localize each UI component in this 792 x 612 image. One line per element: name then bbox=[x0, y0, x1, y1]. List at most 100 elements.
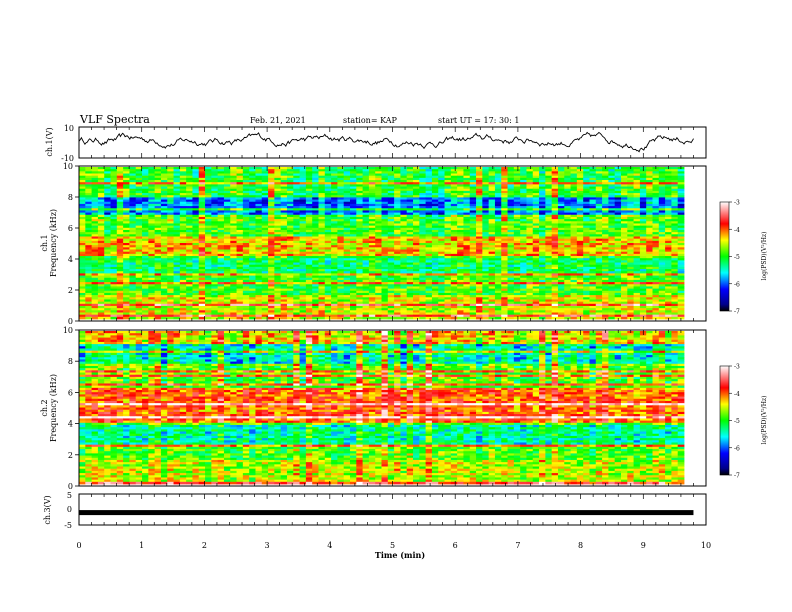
spectrogram-cell bbox=[249, 258, 256, 261]
spectrogram-cell bbox=[179, 201, 187, 205]
spectrogram-cell bbox=[413, 271, 420, 274]
spectrogram-cell bbox=[564, 243, 571, 246]
spectrogram-cell bbox=[589, 266, 597, 270]
spectrogram-cell bbox=[576, 251, 584, 255]
spectrogram-cell bbox=[438, 175, 445, 179]
spectrogram-cell bbox=[167, 256, 174, 259]
spectrogram-cell bbox=[557, 236, 565, 240]
spectrogram-cell bbox=[627, 236, 634, 240]
spectrogram-cell bbox=[255, 173, 263, 177]
spectrogram-cell bbox=[463, 208, 471, 211]
spectrogram-cell bbox=[305, 210, 313, 213]
spectrogram-cell bbox=[129, 197, 137, 200]
spectrogram-cell bbox=[318, 253, 326, 257]
spectrogram-cell bbox=[179, 258, 187, 261]
spectrogram-cell bbox=[545, 245, 553, 248]
spectrogram-cell bbox=[179, 190, 187, 194]
spectrogram-cell bbox=[356, 245, 363, 248]
spectrogram-cell bbox=[488, 262, 496, 266]
spectrogram-cell bbox=[375, 260, 382, 263]
spectrogram-cell bbox=[532, 197, 540, 200]
spectrogram-cell bbox=[614, 271, 622, 274]
spectrogram-cell bbox=[545, 260, 553, 263]
spectrogram-cell bbox=[463, 269, 471, 272]
spectrogram-cell bbox=[387, 203, 395, 207]
spectrogram-cell bbox=[602, 232, 609, 235]
spectrogram-cell bbox=[286, 273, 294, 276]
spectrogram-cell bbox=[142, 269, 149, 272]
spectrogram-cell bbox=[293, 260, 300, 263]
spectrogram-cell bbox=[312, 275, 319, 279]
spectrogram-cell bbox=[614, 236, 622, 240]
spectrogram-cell bbox=[627, 214, 634, 218]
spectrogram-cell bbox=[79, 212, 86, 216]
spectrogram-cell bbox=[331, 188, 338, 192]
spectrogram-cell bbox=[450, 219, 458, 222]
spectrogram-cell bbox=[142, 186, 149, 190]
spectrogram-cell bbox=[507, 243, 515, 246]
spectrogram-cell bbox=[608, 234, 616, 237]
spectrogram-cell bbox=[192, 173, 200, 177]
spectrogram-cell bbox=[97, 266, 105, 270]
spectrogram-cell bbox=[129, 203, 137, 207]
spectrogram-cell bbox=[375, 190, 382, 194]
spectrogram-cell bbox=[387, 201, 395, 205]
spectrogram-cell bbox=[476, 221, 483, 224]
spectrogram-cell bbox=[205, 247, 212, 250]
spectrogram-cell bbox=[646, 249, 653, 253]
spectrogram-cell bbox=[261, 188, 269, 192]
spectrogram-cell bbox=[413, 182, 420, 185]
spectrogram-cell bbox=[356, 186, 363, 190]
spectrogram-cell bbox=[299, 203, 307, 207]
spectrogram-cell bbox=[557, 251, 565, 255]
spectrogram-cell bbox=[186, 216, 193, 220]
spectrogram-cell bbox=[570, 236, 578, 240]
spectrogram-cell bbox=[450, 262, 458, 266]
spectrogram-cell bbox=[293, 219, 300, 222]
spectrogram-cell bbox=[198, 256, 206, 259]
spectrogram-cell bbox=[576, 253, 584, 257]
spectrogram-cell bbox=[299, 238, 307, 242]
spectrogram-cell bbox=[633, 214, 641, 218]
spectrogram-cell bbox=[242, 264, 250, 268]
spectrogram-cell bbox=[570, 201, 578, 205]
spectrogram-cell bbox=[539, 216, 546, 220]
spectrogram-cell bbox=[400, 256, 408, 259]
spectrogram-cell bbox=[526, 236, 534, 240]
spectrogram-cell bbox=[438, 260, 445, 263]
spectrogram-cell bbox=[91, 229, 99, 233]
spectrogram-cell bbox=[261, 247, 269, 250]
spectrogram-cell bbox=[293, 212, 300, 216]
spectrogram-cell bbox=[135, 258, 143, 261]
spectrogram-cell bbox=[507, 214, 515, 218]
spectrogram-cell bbox=[545, 186, 553, 190]
spectrogram-cell bbox=[646, 171, 653, 174]
spectrogram-cell bbox=[286, 256, 294, 259]
spectrogram-cell bbox=[482, 251, 490, 255]
spectrogram-cell bbox=[444, 253, 452, 257]
spectrogram-cell bbox=[438, 190, 445, 194]
spectrogram-cell bbox=[595, 260, 603, 263]
spectrogram-cell bbox=[85, 216, 92, 220]
spectrogram-cell bbox=[602, 177, 609, 181]
spectrogram-cell bbox=[394, 167, 401, 170]
spectrogram-cell bbox=[652, 190, 660, 194]
spectrogram-cell bbox=[211, 236, 219, 240]
spectrogram-cell bbox=[627, 260, 634, 263]
spectrogram-cell bbox=[337, 171, 345, 174]
spectrogram-cell bbox=[589, 173, 597, 177]
spectrogram-cell bbox=[419, 216, 427, 220]
spectrogram-cell bbox=[85, 223, 92, 227]
spectrogram-cell bbox=[450, 203, 458, 207]
spectrogram-cell bbox=[438, 171, 445, 174]
spectrogram-cell bbox=[539, 253, 546, 257]
spectrogram-cell bbox=[375, 208, 382, 211]
spectrogram-cell bbox=[129, 266, 137, 270]
spectrogram-cell bbox=[488, 182, 496, 185]
spectrogram-cell bbox=[268, 238, 275, 242]
spectrogram-cell bbox=[633, 271, 641, 274]
spectrogram-cell bbox=[362, 167, 370, 170]
spectrogram-cell bbox=[469, 201, 477, 205]
spectrogram-cell bbox=[539, 232, 546, 235]
spectrogram-cell bbox=[387, 167, 395, 170]
